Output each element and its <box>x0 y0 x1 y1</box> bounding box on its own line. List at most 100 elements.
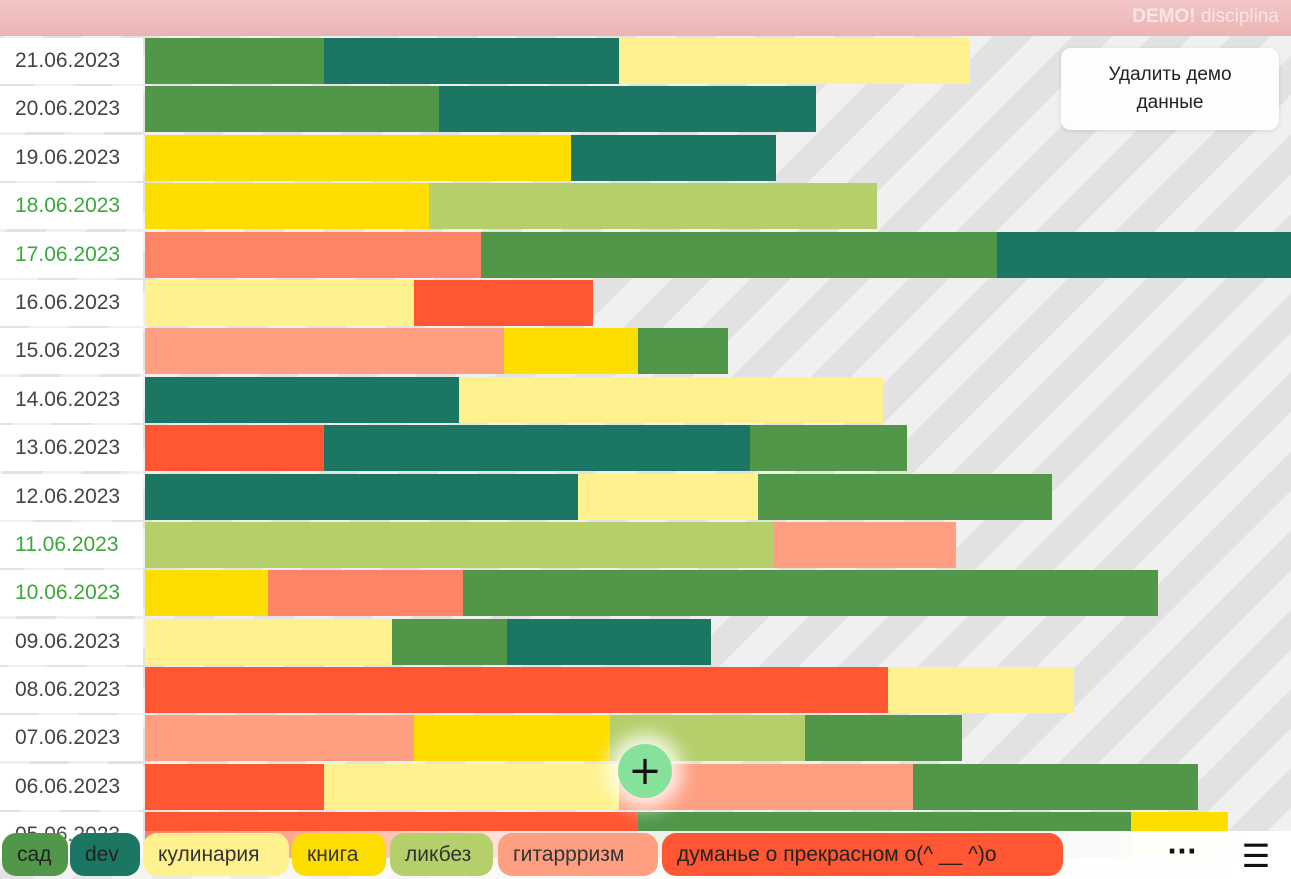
plus-icon: + <box>628 748 662 794</box>
activity-segment-gitara[interactable] <box>145 715 414 762</box>
day-row[interactable]: 07.06.2023 <box>0 715 1291 763</box>
activity-segment-kniga[interactable] <box>145 570 268 617</box>
activity-segment-dumanye[interactable] <box>145 763 324 810</box>
activity-segment-sad[interactable] <box>638 328 728 375</box>
activity-segment-sad[interactable] <box>145 38 324 84</box>
activity-segment-gitara_dark[interactable] <box>268 570 463 617</box>
activity-segment-dev[interactable] <box>507 618 711 665</box>
day-activity-bar <box>145 425 907 472</box>
activity-segment-gitara_dark[interactable] <box>145 231 481 278</box>
activity-segment-dev[interactable] <box>145 376 459 423</box>
day-row[interactable]: 12.06.2023 <box>0 473 1291 522</box>
activity-segment-sad[interactable] <box>750 425 907 472</box>
day-row[interactable]: 14.06.2023 <box>0 376 1291 425</box>
activity-segment-dev[interactable] <box>571 134 776 181</box>
day-date: 10.06.2023 <box>0 570 143 617</box>
day-date: 19.06.2023 <box>0 134 143 181</box>
day-activity-bar <box>145 376 883 423</box>
day-row[interactable]: 15.06.2023 <box>0 328 1291 376</box>
day-row[interactable]: 20.06.2023 <box>0 86 1291 134</box>
day-row[interactable]: 10.06.2023 <box>0 570 1291 618</box>
category-chip-kniga[interactable]: книга <box>292 833 386 876</box>
day-row[interactable]: 06.06.2023 <box>0 763 1291 812</box>
day-row[interactable]: 09.06.2023 <box>0 618 1291 667</box>
activity-segment-kniga[interactable] <box>414 715 610 762</box>
category-chip-likbez[interactable]: ликбез <box>390 833 493 876</box>
activity-segment-sad[interactable] <box>392 618 507 665</box>
day-date: 13.06.2023 <box>0 425 143 472</box>
activity-segment-likbez[interactable] <box>429 183 877 230</box>
activity-segment-dumanye[interactable] <box>145 667 888 714</box>
more-button[interactable]: ··· <box>1167 837 1197 867</box>
activity-segment-dev[interactable] <box>439 86 816 133</box>
category-chip-dumanye[interactable]: думанье о прекрасном о(^ __ ^)о <box>662 833 1063 876</box>
day-activity-bar <box>145 86 816 133</box>
day-date: 09.06.2023 <box>0 618 143 665</box>
day-date: 20.06.2023 <box>0 86 143 133</box>
activity-segment-kulinariya[interactable] <box>145 279 414 326</box>
day-row[interactable]: 08.06.2023 <box>0 667 1291 715</box>
day-activity-bar <box>145 231 1291 278</box>
delete-demo-data-button[interactable]: Удалить демо данные <box>1061 48 1279 130</box>
activity-segment-kniga[interactable] <box>504 328 638 375</box>
activity-segment-kulinariya[interactable] <box>145 618 392 665</box>
day-row[interactable]: 16.06.2023 <box>0 279 1291 328</box>
day-activity-bar <box>145 183 877 230</box>
activity-segment-kulinariya[interactable] <box>619 38 970 84</box>
category-chip-sad[interactable]: сад <box>2 833 68 876</box>
day-date: 06.06.2023 <box>0 763 143 810</box>
day-date: 15.06.2023 <box>0 328 143 375</box>
day-date: 11.06.2023 <box>0 521 143 568</box>
day-activity-bar <box>145 570 1158 617</box>
activity-segment-sad[interactable] <box>805 715 962 762</box>
day-list: 21.06.2023 20.06.2023 19.06.2023 18.06.2023… <box>0 38 1291 861</box>
activity-segment-gitara[interactable] <box>773 521 956 568</box>
day-date: 07.06.2023 <box>0 715 143 762</box>
day-row[interactable]: 19.06.2023 <box>0 134 1291 183</box>
day-date: 16.06.2023 <box>0 279 143 326</box>
activity-segment-dev[interactable] <box>324 38 619 84</box>
day-activity-bar <box>145 279 593 326</box>
category-chip-gitara[interactable]: гитаррризм <box>498 833 658 876</box>
activity-segment-dumanye[interactable] <box>145 425 324 472</box>
category-chip-kulinariya[interactable]: кулинария <box>143 833 289 876</box>
activity-segment-kulinariya[interactable] <box>578 473 758 520</box>
day-activity-bar <box>145 618 711 665</box>
day-row[interactable]: 17.06.2023 <box>0 231 1291 280</box>
activity-segment-dev[interactable] <box>997 231 1291 278</box>
day-activity-bar <box>145 521 956 568</box>
menu-icon[interactable]: ☰ <box>1241 837 1271 875</box>
day-activity-bar <box>145 667 1074 714</box>
top-bar: DEMO! disciplina <box>0 0 1291 36</box>
activity-segment-sad[interactable] <box>913 763 1198 810</box>
activity-segment-sad[interactable] <box>145 86 439 133</box>
day-activity-bar <box>145 473 1052 520</box>
day-date: 14.06.2023 <box>0 376 143 423</box>
activity-segment-sad[interactable] <box>758 473 1052 520</box>
day-row[interactable]: 13.06.2023 <box>0 425 1291 473</box>
day-row[interactable]: 11.06.2023 <box>0 521 1291 570</box>
day-activity-bar <box>145 134 776 181</box>
activity-segment-sad[interactable] <box>463 570 1158 617</box>
category-chip-dev[interactable]: dev <box>70 833 140 876</box>
activity-segment-kulinariya[interactable] <box>324 763 619 810</box>
app-name: disciplina <box>1200 6 1279 27</box>
activity-segment-kulinariya[interactable] <box>459 376 883 423</box>
day-date: 08.06.2023 <box>0 667 143 714</box>
activity-segment-kniga[interactable] <box>145 183 429 230</box>
day-row[interactable]: 21.06.2023 <box>0 38 1291 86</box>
activity-segment-dev[interactable] <box>324 425 750 472</box>
day-row[interactable]: 18.06.2023 <box>0 183 1291 231</box>
activity-segment-kulinariya[interactable] <box>888 667 1074 714</box>
activity-segment-gitara[interactable] <box>145 328 504 375</box>
activity-segment-kniga[interactable] <box>145 134 571 181</box>
activity-segment-dev[interactable] <box>145 473 578 520</box>
activity-segment-likbez[interactable] <box>145 521 773 568</box>
day-date: 21.06.2023 <box>0 38 143 84</box>
day-activity-bar <box>145 715 962 762</box>
add-entry-button[interactable]: + <box>618 744 672 798</box>
app-brand: DEMO! disciplina <box>1132 6 1279 28</box>
activity-segment-sad[interactable] <box>481 231 997 278</box>
day-date: 12.06.2023 <box>0 473 143 520</box>
activity-segment-dumanye[interactable] <box>414 279 593 326</box>
